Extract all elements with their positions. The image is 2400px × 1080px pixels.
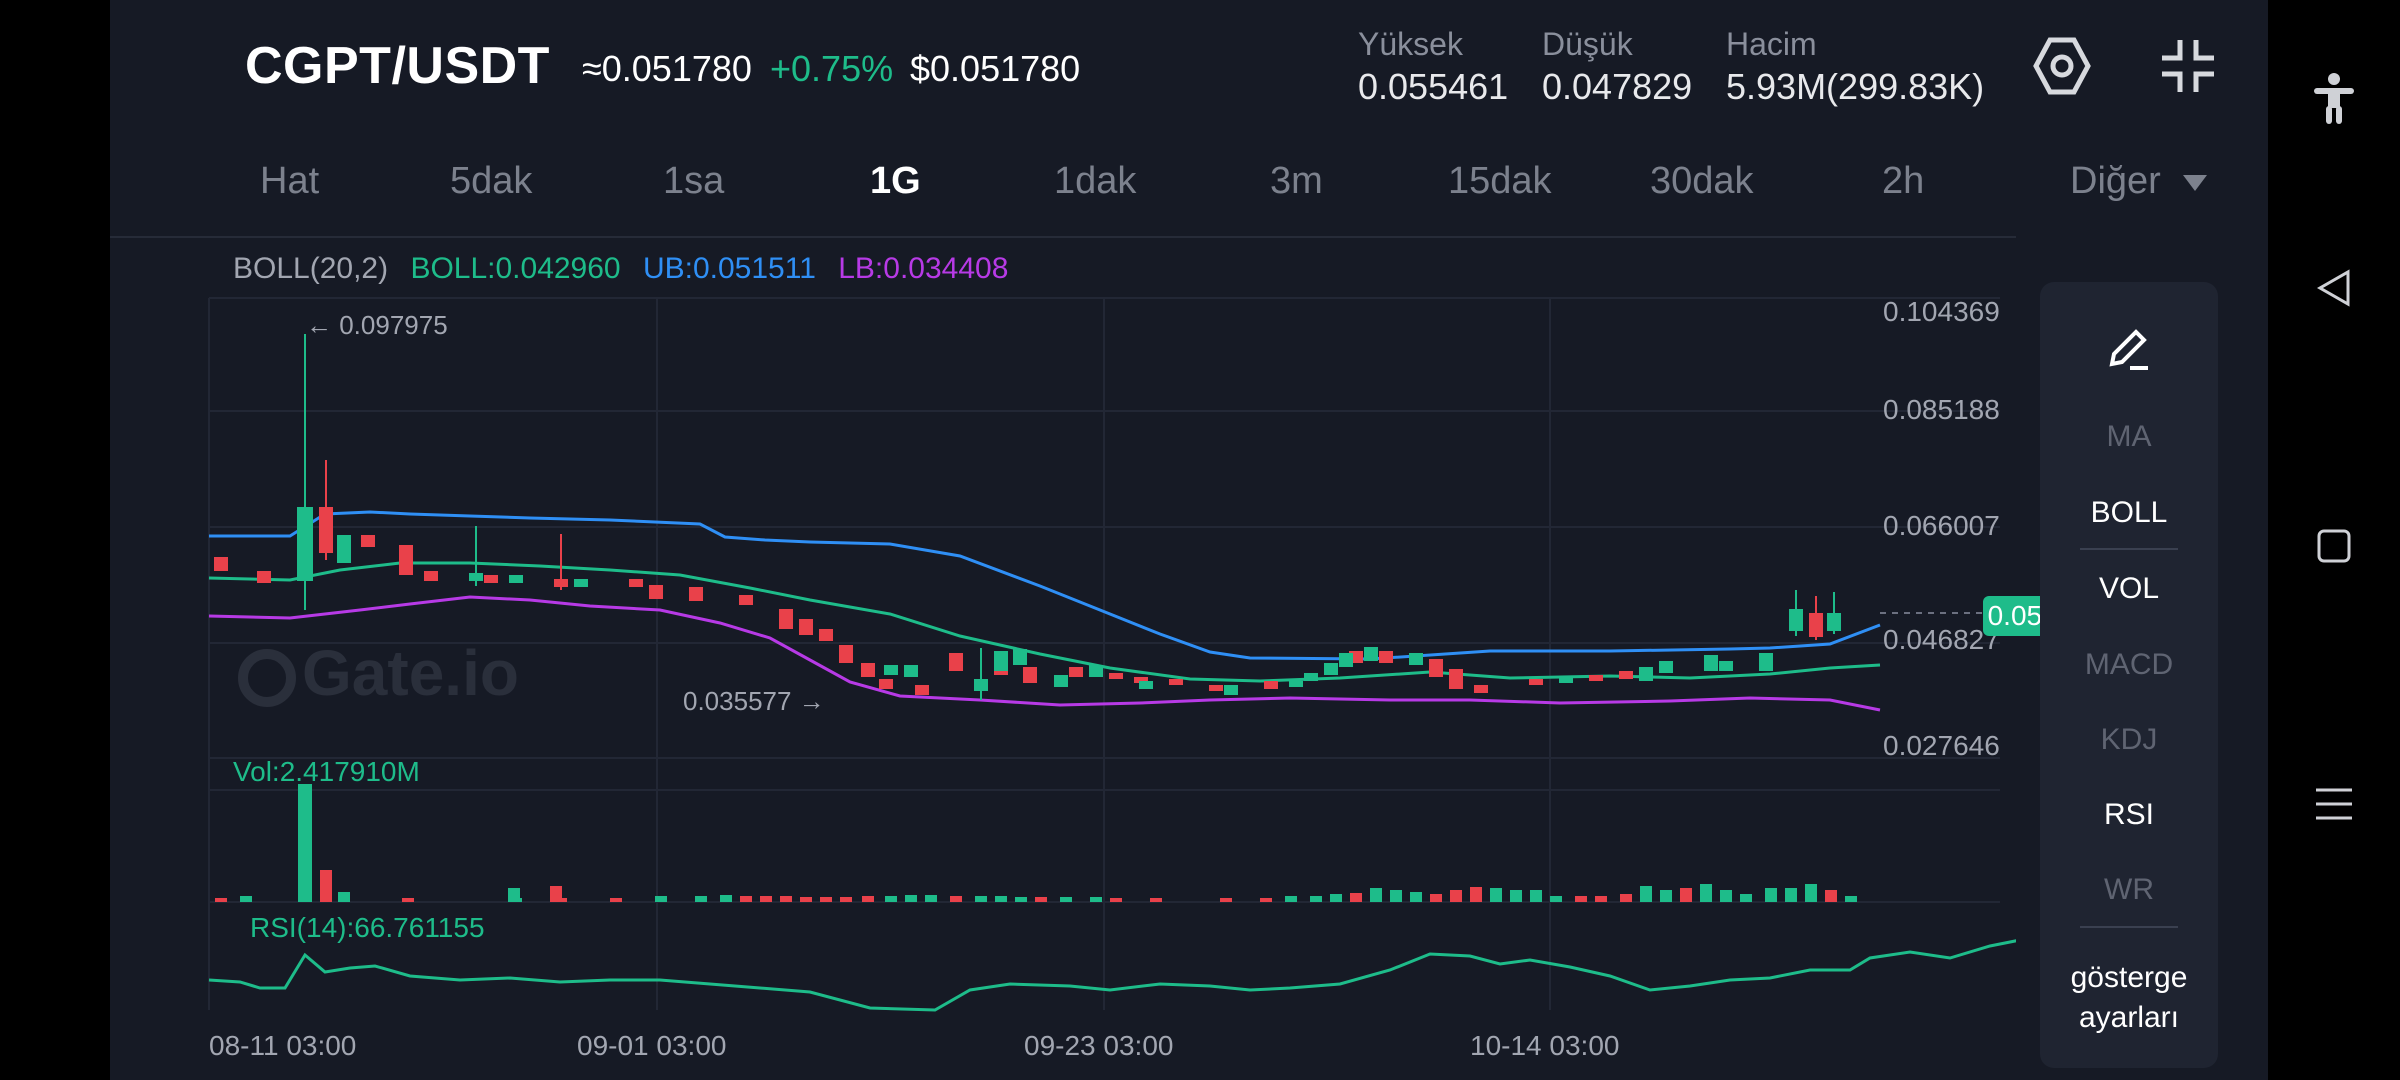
indicator-settings-button[interactable]: gösterge ayarları <box>2070 961 2188 1034</box>
indicator-panel: MA BOLL VOL MACD KDJ RSI WR gösterge aya… <box>2040 282 2218 1068</box>
min-price-marker: 0.035577 → <box>683 686 825 716</box>
indicator-macd[interactable]: MACD <box>2084 648 2174 681</box>
volume-value: 5.93M(299.83K) <box>1726 66 1985 107</box>
tab-1g[interactable]: 1G <box>870 160 921 202</box>
usd-price: $0.051780 <box>910 48 1081 89</box>
indicator-rsi[interactable]: RSI <box>2103 798 2154 831</box>
system-nav-bar <box>2268 0 2400 1080</box>
accessibility-icon[interactable] <box>2310 72 2358 126</box>
home-icon[interactable] <box>2316 528 2352 564</box>
volume-label: Hacim <box>1726 26 1817 62</box>
candles-bearish <box>214 460 1823 695</box>
boll-mid-value: BOLL:0.042960 <box>410 252 621 285</box>
high-value: 0.055461 <box>1358 66 1509 107</box>
tab-1dak[interactable]: 1dak <box>1054 160 1137 202</box>
more-dropdown[interactable]: Diğer <box>2070 160 2208 203</box>
approx-price: ≈0.051780 <box>582 48 752 89</box>
rsi-line <box>208 939 2016 1012</box>
boll-mid-band <box>208 561 1881 683</box>
tab-5dak[interactable]: 5dak <box>450 160 533 202</box>
pair-title: CGPT/USDT <box>245 37 550 95</box>
low-value: 0.047829 <box>1542 66 1693 107</box>
settings-icon[interactable] <box>2030 34 2094 98</box>
boll-lower-value: LB:0.034408 <box>838 252 1009 285</box>
x-tick-2: 09-01 03:00 <box>577 1030 727 1061</box>
more-label: Diğer <box>2070 160 2161 202</box>
x-tick-1: 08-11 03:00 <box>209 1030 357 1061</box>
boll-lower-band <box>208 595 1881 712</box>
back-icon[interactable] <box>2314 268 2354 308</box>
watermark-text: Gate.io <box>302 637 519 709</box>
indicator-divider <box>2080 548 2178 550</box>
divider <box>110 236 2016 238</box>
x-tick-3: 09-23 03:00 <box>1024 1030 1174 1061</box>
tab-3m[interactable]: 3m <box>1270 160 1323 202</box>
candles-bullish <box>297 334 1841 700</box>
indicator-vol[interactable]: VOL <box>2098 572 2160 605</box>
indicator-kdj[interactable]: KDJ <box>2100 723 2158 756</box>
y-tick-5: 0.027646 <box>1883 730 2000 761</box>
candlestick-chart[interactable] <box>110 290 2016 1080</box>
volume-bars <box>215 784 1857 902</box>
tab-hat[interactable]: Hat <box>260 160 320 202</box>
change-percent: +0.75% <box>770 48 894 89</box>
y-tick-3: 0.066007 <box>1883 510 2000 541</box>
dropdown-arrow-icon <box>2183 174 2208 191</box>
boll-params: BOLL(20,2) <box>233 252 389 285</box>
volume-indicator-label: Vol:2.417910M <box>233 756 420 787</box>
indicator-divider <box>2080 926 2178 928</box>
boll-upper-band <box>209 510 1881 661</box>
watermark-logo: Gate.io <box>238 636 519 710</box>
indicator-wr[interactable]: WR <box>2104 873 2154 906</box>
recents-menu-icon[interactable] <box>2314 784 2354 824</box>
rsi-indicator-label: RSI(14):66.761155 <box>250 912 485 943</box>
y-tick-2: 0.085188 <box>1883 394 2000 425</box>
y-tick-4: 0.046827 <box>1883 624 2000 655</box>
indicator-ma[interactable]: MA <box>2106 420 2152 453</box>
x-tick-4: 10-14 03:00 <box>1470 1030 1620 1061</box>
indicator-boll[interactable]: BOLL <box>2090 496 2168 529</box>
app-screen: CGPT/USDT ≈0.051780 +0.75% $0.051780 Yük… <box>110 0 2268 1080</box>
tab-1sa[interactable]: 1sa <box>663 160 725 202</box>
max-price-marker: ← 0.097975 <box>306 310 448 340</box>
high-label: Yüksek <box>1358 26 1463 62</box>
low-label: Düşük <box>1542 26 1633 62</box>
tab-2h[interactable]: 2h <box>1882 160 1925 202</box>
collapse-fullscreen-icon[interactable] <box>2158 36 2218 96</box>
pencil-draw-icon[interactable] <box>2104 324 2152 372</box>
tab-30dak[interactable]: 30dak <box>1650 160 1754 202</box>
y-tick-1: 0.104369 <box>1883 296 2000 327</box>
tab-15dak[interactable]: 15dak <box>1448 160 1552 202</box>
boll-upper-value: UB:0.051511 <box>642 252 816 285</box>
